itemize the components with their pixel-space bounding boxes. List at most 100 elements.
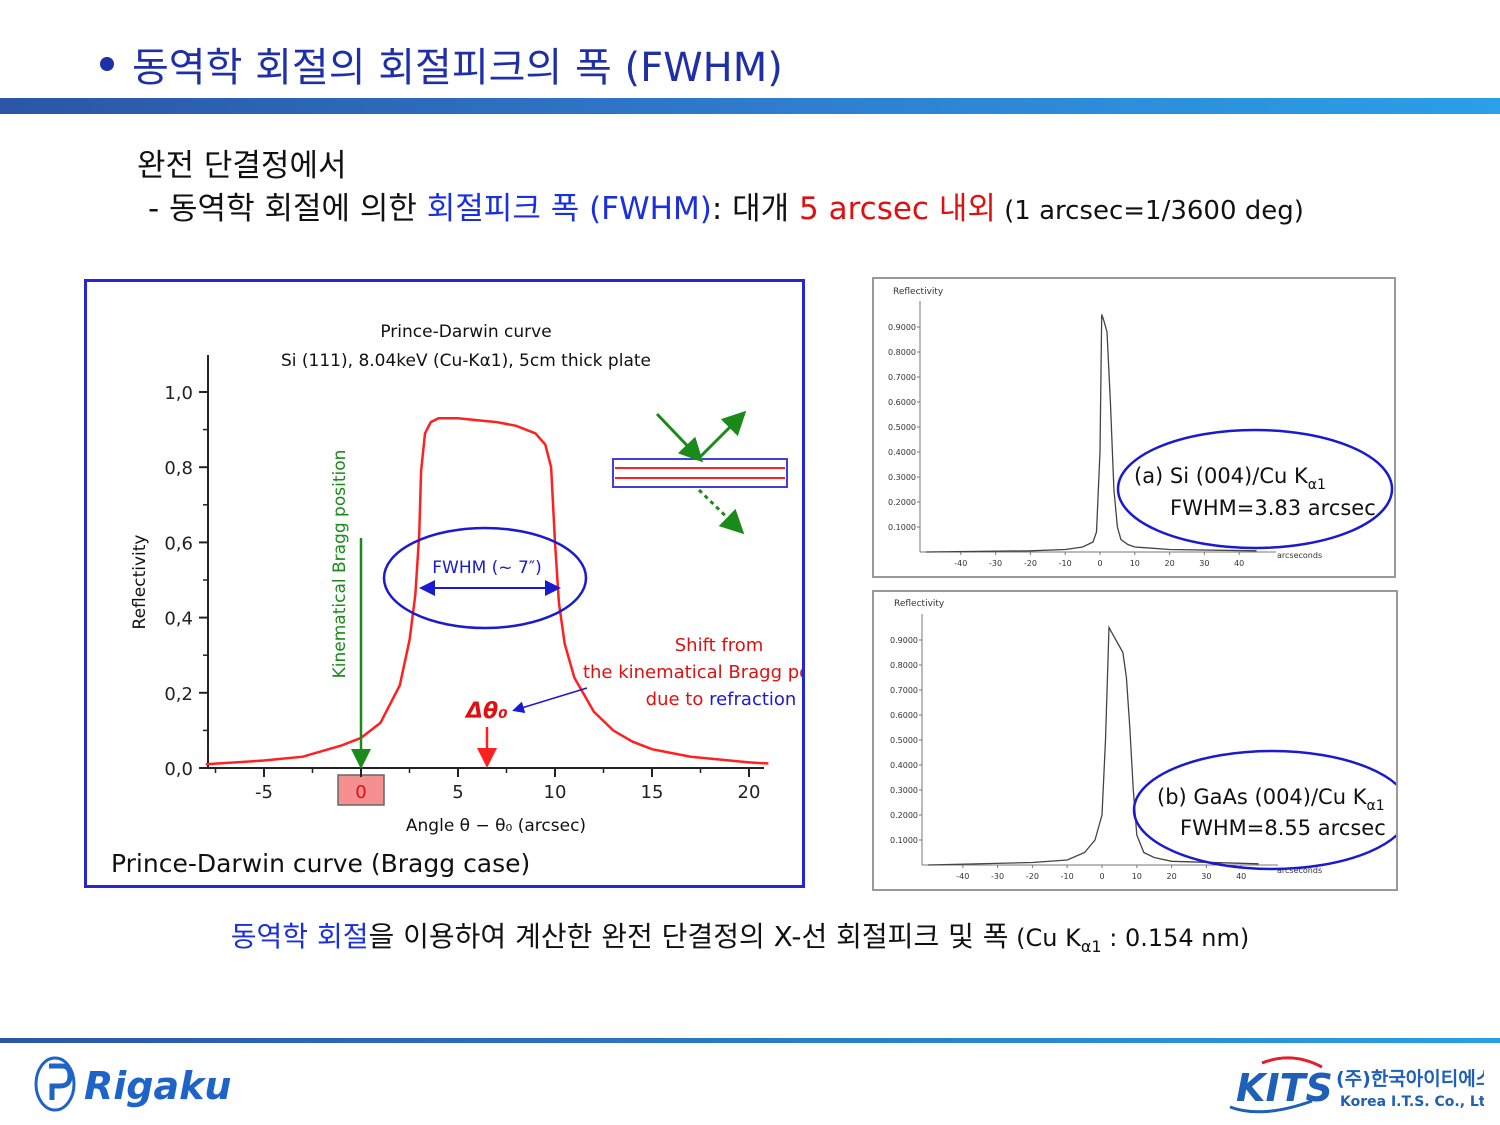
- y-tick-label-4: 0,8: [164, 458, 193, 479]
- x-axis-label: Angle θ − θ₀ (arcsec): [406, 816, 586, 836]
- kinematical-label: Kinematical Bragg position: [330, 450, 350, 679]
- footer-line: [0, 1038, 1500, 1043]
- panel-y-tick-label-1: 0.2000: [890, 811, 918, 820]
- caption-note-sub: α1: [1080, 937, 1102, 956]
- fwhm-ellipse: [382, 526, 588, 630]
- rigaku-r-icon: [49, 1063, 73, 1100]
- gaas-004-chart: Reflectivity 0.1000 0.2000 0.3000 0.4000 0.5…: [890, 599, 1412, 881]
- x-tick-label-0: -5: [255, 782, 273, 803]
- intro-line-2: - 동역학 회절에 의한 회절피크 폭 (FWHM): 대개 5 arcsec …: [148, 183, 1304, 228]
- panel-y-tick-label-4: 0.5000: [890, 736, 918, 745]
- chart-subtitle: Si (111), 8.04keV (Cu-Kα1), 5cm thick pl…: [281, 351, 651, 371]
- panel-x-tick-label-4: 0: [1099, 872, 1104, 881]
- panel-y-tick-label-6: 0.7000: [888, 373, 916, 382]
- intro-line-2-mid: : 대개: [711, 191, 800, 227]
- x-tick-label-1: 0: [355, 782, 366, 803]
- panel-b-xlabel: arcseconds: [1277, 866, 1322, 875]
- transmitted-beam-arrow: [697, 488, 745, 535]
- caption-rest: 을 이용하여 계산한 완전 단결정의 X-선 회절피크 및 폭: [368, 920, 1009, 953]
- panel-b-label-prefix: (b) GaAs (004)/Cu K: [1157, 785, 1368, 809]
- x-tick-label-2: 5: [452, 782, 463, 803]
- panel-x-tick-label-5: 10: [1132, 872, 1142, 881]
- kits-english-name: Korea I.T.S. Co., Ltd.: [1340, 1094, 1484, 1110]
- kits-swoosh-icon: [1229, 1099, 1313, 1114]
- kits-wordmark: KITS: [1236, 1066, 1333, 1110]
- panel-y-tick-label-7: 0.8000: [888, 348, 916, 357]
- rigaku-emblem-icon: [34, 1056, 76, 1112]
- shift-line-1: Shift from: [675, 635, 764, 656]
- panel-y-tick-label-7: 0.8000: [890, 661, 918, 670]
- panel-b-ellipse: [1132, 749, 1412, 871]
- y-axis-label: Reflectivity: [130, 535, 150, 630]
- page-title: 동역학 회절의 회절피크의 폭 (FWHM): [132, 45, 783, 91]
- panel-y-tick-label-2: 0.3000: [888, 473, 916, 482]
- figure-caption: 동역학 회절을 이용하여 계산한 완전 단결정의 X-선 회절피크 및 폭 (C…: [0, 915, 1480, 956]
- panel-y-tick-label-5: 0.6000: [888, 398, 916, 407]
- panel-x-tick-label-6: 20: [1165, 559, 1175, 568]
- panel-y-tick-label-3: 0.4000: [890, 761, 918, 770]
- y-tick-label-0: 0,0: [164, 759, 193, 780]
- y-tick-label-3: 0,6: [164, 533, 193, 554]
- highlight-tick-box: [337, 774, 385, 806]
- panel-x-tick-label-0: -40: [956, 872, 969, 881]
- intro-line-1: 완전 단결정에서: [137, 148, 347, 184]
- panel-x-tick-label-5: 10: [1130, 559, 1140, 568]
- panel-b-fwhm: FWHM=8.55 arcsec: [1180, 816, 1386, 840]
- panel-y-tick-label-1: 0.2000: [888, 498, 916, 507]
- shift-refraction-word: refraction: [709, 689, 796, 710]
- y-tick-label-2: 0,4: [164, 609, 193, 630]
- crystal-slab: [612, 458, 788, 488]
- intro-line-2-prefix: - 동역학 회절에 의한: [148, 191, 427, 227]
- main-annotations: [351, 410, 788, 769]
- main-axes: -5 0 5 10 15 20 0,0 0,2 0,4 0,6 0,8 1,0: [164, 355, 764, 806]
- panel-x-tick-label-7: 30: [1199, 559, 1209, 568]
- panel-a-fwhm: FWHM=3.83 arcsec: [1170, 496, 1376, 520]
- rigaku-logo: Rigaku: [34, 1056, 231, 1112]
- x-tick-label-3: 10: [544, 782, 567, 803]
- panel-si-004: Reflectivity 0.1000 0.2000 0.3000 0.4000 0.5…: [872, 277, 1396, 578]
- panel-y-tick-label-0: 0.1000: [888, 523, 916, 532]
- panel-a-label-sub: α1: [1308, 477, 1326, 493]
- panel-x-tick-label-2: -20: [1024, 559, 1037, 568]
- intro-note: (1 arcsec=1/3600 deg): [995, 196, 1304, 226]
- panel-y-tick-label-5: 0.6000: [890, 711, 918, 720]
- caption-note-suffix: : 0.154 nm): [1101, 924, 1250, 952]
- kits-korean-name: (주)한국아이티에스: [1336, 1068, 1484, 1090]
- title-row: 동역학 회절의 회절피크의 폭 (FWHM): [100, 34, 783, 94]
- panel-x-tick-label-3: -10: [1061, 872, 1074, 881]
- chart-caption: Prince-Darwin curve (Bragg case): [111, 849, 530, 878]
- reflectivity-curve: [205, 417, 769, 766]
- shift-line-3: due to refraction: [646, 689, 797, 710]
- x-tick-label-5: 20: [738, 782, 761, 803]
- y-tick-label-1: 0,2: [164, 684, 193, 705]
- panel-x-tick-label-8: 40: [1234, 559, 1244, 568]
- panel-b-ylabel: Reflectivity: [894, 599, 945, 609]
- panel-b-curve: [927, 625, 1259, 866]
- panel-b-label: (b) GaAs (004)/Cu Kα1: [1157, 785, 1385, 814]
- caption-note-prefix: (Cu K: [1008, 924, 1081, 952]
- kits-arc-icon: [1261, 1056, 1323, 1069]
- fwhm-label: FWHM (~ 7″): [432, 558, 542, 578]
- panel-a-xlabel: arcseconds: [1277, 551, 1322, 560]
- panel-x-tick-label-2: -20: [1026, 872, 1039, 881]
- panel-gaas-004: Reflectivity 0.1000 0.2000 0.3000 0.4000 0.5…: [872, 590, 1412, 891]
- prince-darwin-chart: Prince-Darwin curve Si (111), 8.04keV (C…: [111, 322, 859, 878]
- panel-x-tick-label-8: 40: [1236, 872, 1246, 881]
- intro-value: 5 arcsec 내외: [799, 191, 996, 227]
- incident-beam-arrow: [655, 412, 704, 463]
- header-bar: [0, 98, 1500, 114]
- shift-line-2: the kinematical Bragg position: [583, 662, 802, 683]
- panel-y-tick-label-8: 0.9000: [890, 636, 918, 645]
- delta-theta-label: Δθ₀: [464, 699, 508, 724]
- panel-a-ylabel: Reflectivity: [893, 287, 944, 297]
- panel-a-axes: 0.1000 0.2000 0.3000 0.4000 0.5000 0.6000 0.70…: [888, 301, 1276, 568]
- shift-pointer-arrow: [512, 687, 588, 714]
- x-tick-label-4: 15: [641, 782, 664, 803]
- kits-logo: KITS (주)한국아이티에스 Korea I.T.S. Co., Ltd.: [1229, 1056, 1484, 1114]
- rigaku-wordmark: Rigaku: [84, 1064, 231, 1108]
- panel-x-tick-label-6: 20: [1167, 872, 1177, 881]
- panel-y-tick-label-3: 0.4000: [888, 448, 916, 457]
- prince-darwin-panel: Prince-Darwin curve Si (111), 8.04keV (C…: [84, 279, 859, 888]
- panel-a-ellipse: [1116, 428, 1394, 550]
- panel-y-tick-label-2: 0.3000: [890, 786, 918, 795]
